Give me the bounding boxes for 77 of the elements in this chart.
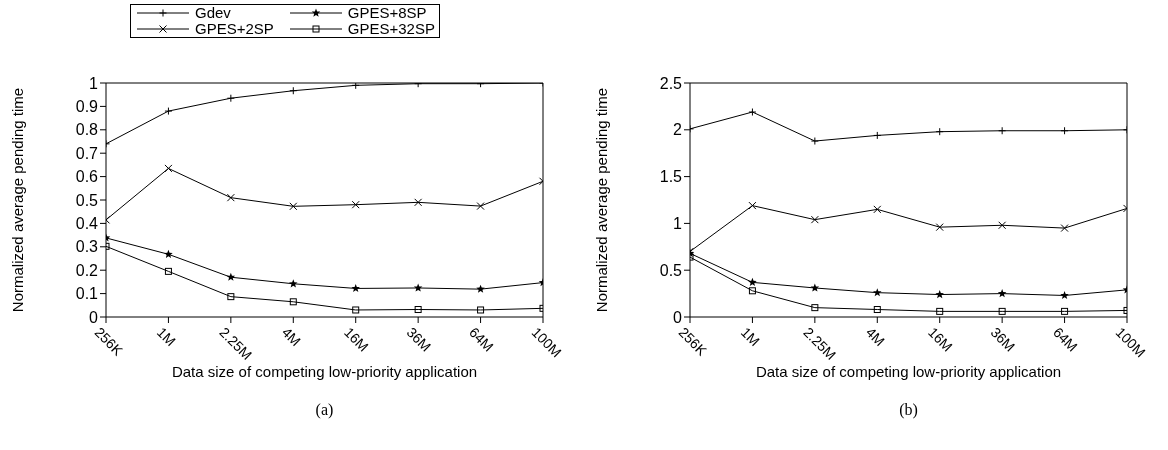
point bbox=[748, 108, 757, 117]
point bbox=[476, 284, 485, 293]
y-tick-label: 0.4 bbox=[75, 215, 99, 233]
point bbox=[164, 164, 173, 173]
point bbox=[1060, 224, 1069, 233]
point bbox=[1061, 307, 1069, 315]
point bbox=[351, 283, 360, 293]
point bbox=[227, 293, 235, 301]
point bbox=[810, 283, 820, 292]
point bbox=[998, 221, 1007, 230]
point bbox=[935, 290, 944, 299]
y-tick-label: 0.5 bbox=[659, 261, 683, 279]
y-tick-label: 1 bbox=[89, 74, 99, 92]
legend-label: GPES+2SP bbox=[195, 20, 274, 37]
point bbox=[810, 215, 819, 224]
x-tick-label: 1M bbox=[153, 324, 180, 350]
y-tick-label: 0.1 bbox=[75, 285, 99, 303]
point bbox=[748, 287, 756, 295]
y-tick-label: 0.7 bbox=[75, 144, 99, 162]
y-tick-label: 2.5 bbox=[659, 74, 683, 92]
point bbox=[873, 306, 881, 314]
point bbox=[351, 83, 360, 90]
point bbox=[476, 202, 485, 211]
point bbox=[935, 127, 944, 136]
legend-label: GPES+32SP bbox=[347, 20, 435, 37]
point bbox=[935, 223, 944, 232]
y-tick-label: 0.6 bbox=[75, 168, 99, 186]
point bbox=[164, 107, 173, 116]
point bbox=[414, 198, 423, 207]
point bbox=[414, 306, 422, 314]
point bbox=[477, 306, 485, 314]
y-tick-label: 1.5 bbox=[659, 168, 683, 186]
y-axis-title: Normalized average pending time bbox=[593, 87, 611, 313]
y-tick-label: 1 bbox=[673, 215, 683, 233]
point bbox=[1060, 126, 1069, 135]
legend-label: Gdev bbox=[195, 4, 231, 21]
point bbox=[413, 283, 423, 292]
point bbox=[1060, 290, 1069, 300]
point bbox=[873, 205, 882, 214]
point bbox=[289, 86, 298, 95]
point bbox=[873, 288, 882, 297]
point bbox=[936, 307, 944, 315]
point bbox=[998, 126, 1007, 135]
point bbox=[289, 202, 298, 211]
point bbox=[873, 131, 882, 140]
y-tick-label: 0.8 bbox=[75, 121, 99, 139]
x-tick-label: 4M bbox=[278, 324, 304, 350]
point bbox=[998, 307, 1006, 315]
point bbox=[226, 94, 235, 103]
point bbox=[811, 304, 819, 312]
x-axis-title: Data size of competing low-priority application bbox=[170, 363, 479, 380]
point bbox=[164, 249, 173, 258]
text: (b) bbox=[898, 401, 919, 419]
x-tick-label: 1M bbox=[737, 324, 764, 350]
point bbox=[748, 201, 757, 210]
point bbox=[226, 193, 235, 202]
point bbox=[748, 277, 757, 287]
y-tick-label: 2 bbox=[673, 121, 683, 139]
point bbox=[997, 289, 1007, 298]
y-tick-label: 0 bbox=[673, 308, 683, 326]
y-tick-label: 0.9 bbox=[75, 98, 99, 116]
y-tick-label: 0 bbox=[89, 308, 99, 326]
text: (a) bbox=[314, 401, 335, 419]
y-tick-label: 0.2 bbox=[75, 261, 99, 279]
legend-label: GPES+8SP bbox=[347, 4, 427, 21]
point bbox=[289, 298, 297, 306]
point bbox=[226, 272, 236, 281]
point bbox=[289, 279, 298, 288]
y-tick-label: 0.3 bbox=[75, 238, 99, 256]
point bbox=[164, 267, 172, 275]
point bbox=[810, 137, 819, 146]
y-axis-title: Normalized average pending time bbox=[9, 87, 27, 313]
x-tick-label: 4M bbox=[862, 324, 888, 350]
point bbox=[351, 200, 360, 209]
y-tick-label: 0.5 bbox=[75, 191, 99, 209]
x-axis-title: Data size of competing low-priority application bbox=[754, 363, 1063, 380]
point bbox=[352, 306, 360, 314]
